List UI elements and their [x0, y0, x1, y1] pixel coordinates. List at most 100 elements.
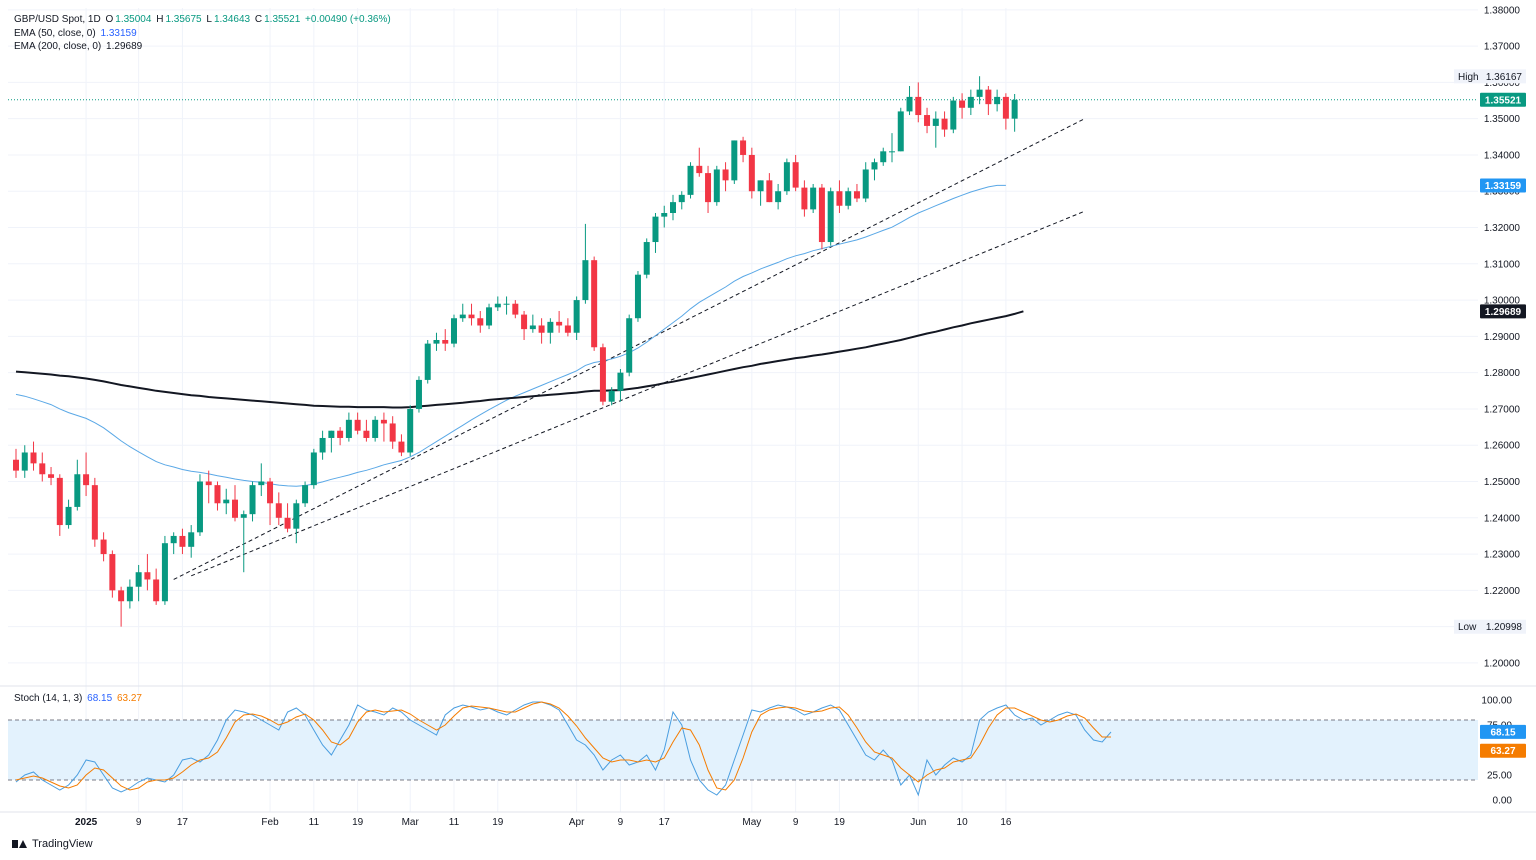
- candle-body: [521, 314, 528, 330]
- candle-body: [223, 499, 230, 504]
- candle-body: [30, 452, 37, 464]
- candle-body: [100, 539, 107, 555]
- time-tick-label: 19: [834, 817, 846, 828]
- candle-body: [897, 111, 904, 152]
- time-tick-label: Jun: [910, 817, 926, 828]
- symbol-label[interactable]: GBP/USD Spot, 1D: [14, 14, 101, 25]
- stoch-range-band: [8, 720, 1478, 780]
- candle-body: [582, 260, 589, 301]
- candle-body: [687, 165, 694, 195]
- high-marker-label: High: [1458, 72, 1479, 83]
- candle-body: [345, 419, 352, 438]
- time-tick-label: 16: [1000, 817, 1012, 828]
- legend-ema50[interactable]: EMA (50, close, 0) 1.33159: [14, 27, 139, 40]
- high-label: H: [156, 14, 164, 25]
- candle-body: [503, 303, 510, 305]
- price-tick-label: 1.27000: [1484, 404, 1521, 415]
- time-tick-label: Feb: [261, 817, 279, 828]
- candle-body: [135, 572, 142, 587]
- candle-body: [486, 307, 493, 326]
- candle-body: [232, 499, 238, 518]
- candle-body: [451, 318, 457, 344]
- change-value: +0.00490 (+0.36%): [305, 14, 391, 25]
- time-tick-label: 11: [449, 817, 460, 828]
- candle-body: [678, 194, 685, 203]
- candle-body: [547, 321, 554, 333]
- price-tick-label: 1.35000: [1484, 114, 1521, 125]
- candle-body: [591, 260, 598, 348]
- candle-body: [109, 554, 116, 591]
- candles: [13, 76, 1018, 627]
- candle-body: [39, 463, 46, 475]
- candle-body: [424, 343, 431, 380]
- candle-body: [538, 325, 545, 333]
- legend-ema200[interactable]: EMA (200, close, 0) 1.29689: [14, 40, 144, 53]
- time-tick-label: Apr: [569, 817, 585, 828]
- open-value: 1.35004: [115, 14, 152, 25]
- candle-body: [845, 191, 852, 206]
- candle-body: [398, 441, 405, 453]
- time-tick-label: 11: [309, 817, 320, 828]
- candle-body: [512, 303, 519, 315]
- candle-body: [985, 89, 992, 105]
- candle-body: [91, 485, 98, 540]
- candle-body: [932, 118, 939, 126]
- candle-body: [83, 474, 90, 486]
- candle-body: [258, 481, 265, 486]
- candle-body: [967, 96, 974, 108]
- ema200-tag-bg: [1480, 304, 1526, 319]
- candle-body: [853, 191, 860, 199]
- candle-body: [389, 423, 396, 442]
- candle-body: [293, 503, 300, 529]
- candle-body: [380, 419, 387, 424]
- low-value: 1.34643: [213, 14, 251, 25]
- stoch-band: [8, 719, 1478, 781]
- candle-body: [267, 481, 274, 504]
- ema50-tag: 1.33159: [1485, 181, 1522, 192]
- candle-body: [170, 535, 177, 544]
- trendline: [191, 210, 1085, 577]
- candle-body: [415, 379, 422, 409]
- close-label: C: [254, 14, 263, 25]
- time-tick-label: 19: [492, 817, 504, 828]
- time-tick-label: 17: [659, 817, 671, 828]
- ema200-tag: 1.29689: [1485, 307, 1522, 318]
- candle-body: [337, 430, 344, 438]
- legend-stoch[interactable]: Stoch (14, 1, 3) 68.15 63.27: [14, 692, 144, 705]
- candle-body: [363, 430, 370, 438]
- price-tick-label: 1.37000: [1484, 42, 1521, 53]
- ema50-label: EMA (50, close, 0): [14, 28, 96, 39]
- footer-brand[interactable]: TradingView: [12, 838, 93, 850]
- candle-body: [626, 318, 633, 373]
- ema200-label: EMA (200, close, 0): [14, 41, 102, 52]
- candle-body: [126, 586, 133, 602]
- price-tick-label: 1.38000: [1484, 5, 1521, 16]
- price-tick-label: 1.26000: [1484, 441, 1521, 452]
- time-tick-label: 9: [793, 817, 799, 828]
- candle-body: [161, 543, 168, 602]
- ema200-line: [15, 310, 1024, 409]
- candle-body: [757, 180, 764, 192]
- candle-body: [372, 419, 379, 438]
- ema200-value: 1.29689: [106, 41, 143, 52]
- candle-body: [617, 372, 624, 391]
- stoch-label: Stoch (14, 1, 3): [14, 693, 83, 704]
- candle-body: [310, 452, 317, 486]
- high-marker-bg: [1454, 69, 1526, 84]
- candle-body: [889, 151, 895, 153]
- candle-body: [275, 503, 282, 518]
- close-value: 1.35521: [264, 14, 301, 25]
- ema50-tag-bg: [1480, 178, 1526, 193]
- time-tick-label: 10: [957, 817, 969, 828]
- candle-body: [74, 474, 81, 507]
- ema50-value: 1.33159: [100, 28, 137, 39]
- low-label: L: [206, 14, 212, 25]
- open-label: O: [105, 14, 114, 25]
- brand-label: TradingView: [32, 838, 93, 850]
- candle-body: [906, 96, 913, 112]
- candle-body: [775, 191, 782, 203]
- price-tick-label: 1.29000: [1484, 332, 1521, 343]
- ema50-line: [15, 184, 1006, 487]
- candle-body: [249, 485, 256, 515]
